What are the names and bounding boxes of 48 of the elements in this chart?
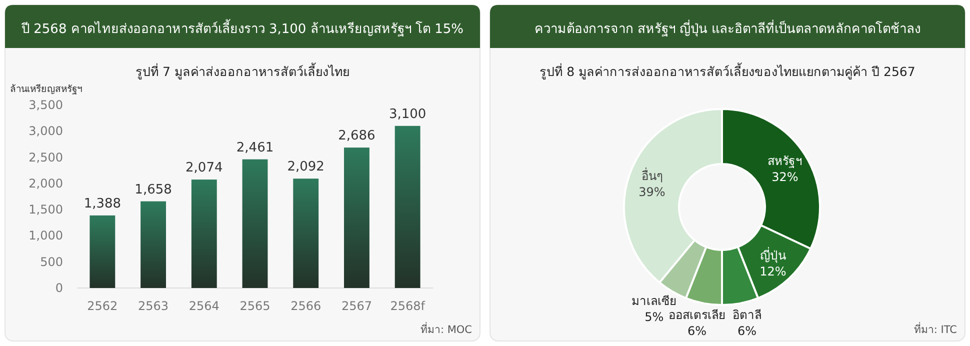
bar (242, 159, 268, 288)
chart-title: ปี 2568 คาดไทยส่งออกอาหารสัตว์เลี้ยงราว 3,100 ล้านเหรียญสหรัฐฯ โต 15% (20, 19, 464, 37)
y-axis-title: ล้านเหรียญสหรัฐฯ (10, 83, 82, 95)
y-tick-label: 2,000 (28, 176, 63, 190)
slice-label: สหรัฐฯ (767, 154, 802, 168)
chart-title: ความต้องการจาก สหรัฐฯ ญี่ปุ่น และอิตาลีที่เป็นตลาดหลักคาดโตช้าลง (534, 19, 921, 37)
x-tick-label: 2567 (341, 299, 372, 313)
bar (191, 180, 217, 288)
y-tick-label: 0 (55, 281, 63, 295)
data-label: 2,686 (338, 128, 376, 144)
x-tick-label: 2566 (290, 299, 322, 313)
slice-label: ญี่ปุ่น (760, 246, 786, 264)
y-tick-label: 500 (40, 254, 63, 269)
x-tick-label: 2562 (87, 299, 118, 313)
x-tick-label: 2564 (188, 299, 220, 313)
data-label: 2,074 (186, 160, 223, 176)
y-tick-label: 3,000 (28, 124, 63, 138)
data-label: 12% (760, 264, 786, 278)
text: ที่มา: ITC (914, 322, 957, 336)
data-label: 2,092 (287, 160, 324, 175)
x-tick-label: 2568f (390, 299, 426, 313)
y-tick-label: 1,500 (28, 202, 63, 217)
text: ที่มา: MOC (420, 322, 472, 336)
chart-subtitle: รูปที่ 8 มูลค่าการส่งออกอาหารสัตว์เลี้ยงของไทยแยกตามคู่ค้า ปี 2567 (540, 62, 916, 80)
bar (394, 126, 420, 288)
y-tick-label: 3,500 (28, 98, 63, 112)
data-label: 39% (638, 184, 666, 199)
data-label: 1,658 (134, 182, 172, 198)
data-label: 1,388 (84, 196, 122, 212)
data-label: 2,461 (236, 140, 274, 156)
bar (293, 178, 319, 288)
data-label: 32% (772, 170, 798, 184)
y-tick-label: 1,000 (28, 228, 63, 243)
data-label: 6% (687, 324, 707, 338)
data-label: 5% (644, 310, 664, 324)
slice-label: ออสเตรเลีย (668, 308, 726, 322)
data-label: 6% (737, 324, 757, 338)
y-tick-label: 2,500 (28, 150, 63, 164)
bar (140, 201, 166, 288)
x-tick-label: 2563 (138, 299, 169, 313)
slice-label: อื่นๆ (641, 166, 662, 183)
x-tick-label: 2565 (240, 299, 270, 313)
bar (90, 215, 116, 288)
slice-label: อิตาลี (732, 308, 762, 322)
data-label: 3,100 (388, 106, 426, 122)
bar (344, 148, 370, 288)
chart-subtitle: รูปที่ 7 มูลค่าส่งออกอาหารสัตว์เลี้ยงไทย (136, 62, 350, 80)
slice-label: มาเลเซีย (632, 294, 677, 308)
